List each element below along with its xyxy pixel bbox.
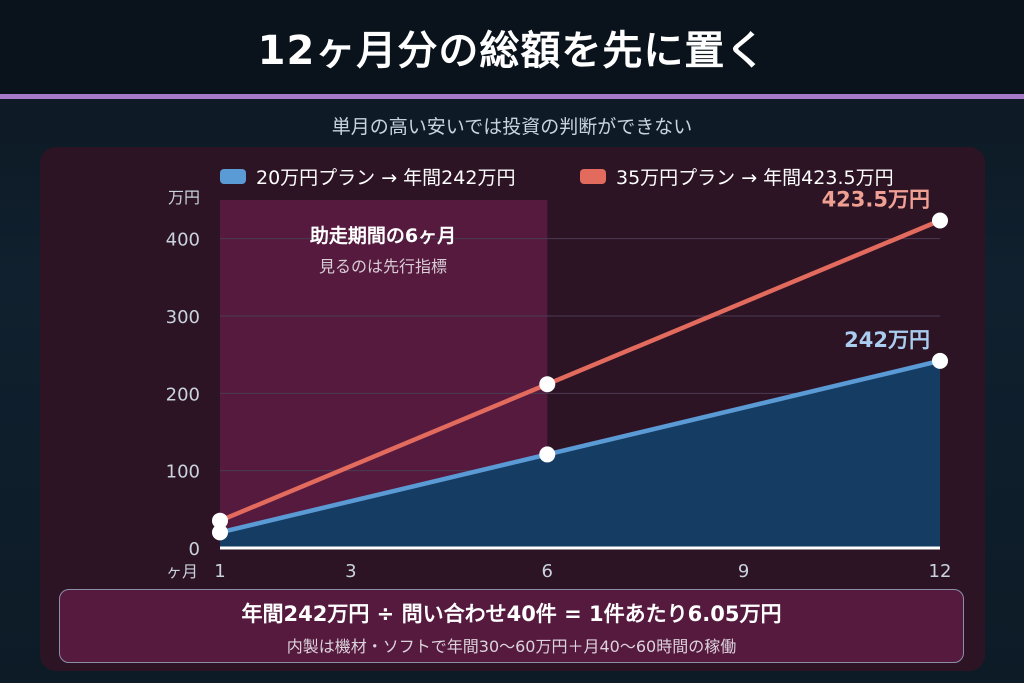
legend-label-35: 35万円プラン → 年間423.5万円 [616,166,894,189]
series-end-label: 242万円 [844,328,930,352]
y-tick-label: 100 [166,462,200,483]
page-subtitle: 単月の高い安いでは投資の判断ができない [331,116,693,138]
x-axis-unit: ヶ月 [166,562,198,581]
series-end-label: 423.5万円 [822,187,930,211]
y-tick-label: 0 [189,539,200,560]
y-axis-unit: 万円 [168,188,200,207]
page-title: 12ヶ月分の総額を先に置く [257,28,767,74]
legend-item-35: 35万円プラン → 年間423.5万円 [580,164,894,189]
data-point [932,352,948,369]
summary-main: 年間242万円 ÷ 問い合わせ40件 = 1件あたり6.05万円 [241,602,782,626]
highlight-subtitle: 見るのは先行指標 [319,257,447,276]
x-tick-label: 3 [345,561,356,582]
x-tick-label: 12 [929,561,952,582]
y-tick-label: 400 [166,230,200,251]
summary-box: 年間242万円 ÷ 問い合わせ40件 = 1件あたり6.05万円 内製は機材・ソ… [59,589,964,663]
y-tick-label: 300 [166,307,200,328]
legend-swatch-red [580,168,606,184]
y-tick-label: 200 [166,384,200,405]
x-tick-label: 1 [214,561,225,582]
area-fill-20 [220,360,940,548]
accent-divider [0,94,1024,99]
data-point [932,212,948,229]
legend-swatch-blue [220,168,246,184]
summary-note: 内製は機材・ソフトで年間30〜60万円＋月40〜60時間の稼働 [286,637,737,656]
data-point [539,446,556,463]
data-point [539,376,556,393]
title-bar: 12ヶ月分の総額を先に置く [0,0,1024,94]
legend-item-20: 20万円プラン → 年間242万円 [220,164,516,189]
data-point [212,524,228,541]
data-point [212,512,228,529]
x-tick-label: 6 [542,561,553,582]
x-tick-label: 9 [738,561,749,582]
legend-label-20: 20万円プラン → 年間242万円 [256,166,516,189]
highlight-title: 助走期間の6ヶ月 [310,224,456,247]
